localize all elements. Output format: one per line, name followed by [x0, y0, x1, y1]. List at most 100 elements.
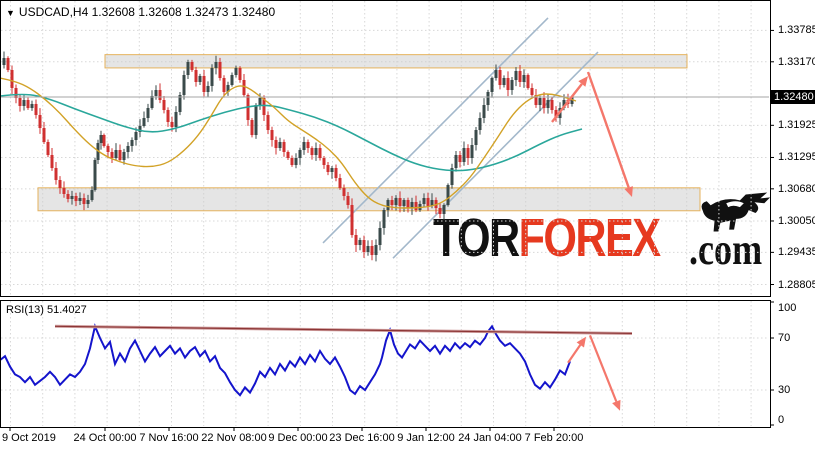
candle-body	[510, 80, 514, 91]
candle-body	[130, 140, 134, 146]
price-tick-label: 1.29435	[778, 246, 815, 259]
candle-body	[414, 202, 418, 211]
candle-body	[146, 108, 150, 119]
date-tick-label: 7 Feb 20:00	[524, 432, 584, 444]
symbol-ohlc-text: USDCAD,H4 1.32608 1.32608 1.32473 1.3248…	[18, 5, 276, 19]
candle-body	[62, 188, 66, 194]
candle-body	[406, 200, 410, 209]
candle-body	[10, 70, 14, 89]
date-tick-label: 9 Oct 2019	[2, 432, 56, 444]
candle-body	[362, 240, 366, 252]
candle-body	[74, 195, 78, 201]
candle-body	[250, 120, 254, 136]
candle-body	[430, 200, 434, 206]
resistance-zone	[104, 54, 688, 69]
candle-body	[494, 70, 498, 79]
candle-body	[554, 110, 558, 119]
candle-body	[442, 205, 446, 214]
candle-body	[242, 80, 246, 96]
candle-body	[106, 145, 110, 152]
candle-body	[110, 152, 114, 159]
rsi-tick-label: 70	[778, 332, 791, 344]
forecast-arrows	[551, 71, 633, 197]
candle-body	[254, 105, 258, 136]
candle-body	[562, 100, 566, 109]
candle-body	[570, 97, 574, 104]
candlestick-series	[2, 51, 574, 262]
candle-body	[262, 98, 266, 116]
channel-upper-line	[322, 17, 549, 244]
candle-body	[462, 148, 466, 162]
candle-body	[134, 132, 138, 141]
candle-body	[270, 130, 274, 141]
candle-body	[318, 148, 322, 159]
watermark-dotcom: .com	[689, 225, 763, 274]
candle-body	[46, 142, 50, 156]
candle-body	[138, 125, 142, 132]
candle-body	[322, 158, 326, 166]
candle-body	[2, 58, 6, 66]
candle-body	[410, 202, 414, 209]
candle-body	[354, 235, 358, 246]
candle-body	[518, 70, 522, 82]
candle-body	[99, 135, 103, 144]
candle-body	[542, 98, 546, 109]
candle-body	[142, 118, 146, 126]
candle-body	[66, 193, 70, 199]
candle-body	[170, 122, 174, 127]
current-price-tag: 1.32480	[771, 90, 815, 104]
candle-body	[82, 198, 86, 204]
candle-body	[402, 200, 406, 206]
candle-body	[70, 195, 74, 199]
price-zones	[37, 54, 701, 212]
candle-body	[522, 75, 526, 82]
date-tick-label: 24 Jan 04:00	[458, 432, 522, 444]
candle-body	[306, 142, 310, 149]
candle-body	[334, 168, 338, 179]
date-tick-label: 9 Dec 00:00	[268, 432, 328, 444]
candle-body	[298, 150, 302, 159]
candle-body	[422, 198, 426, 204]
trend-channel	[322, 17, 599, 259]
candle-body	[174, 112, 178, 127]
candle-body	[210, 68, 214, 86]
candle-body	[386, 200, 390, 211]
date-tick-label: 22 Nov 08:00	[201, 432, 267, 444]
candle-body	[390, 200, 394, 206]
price-tick-label: 1.30680	[778, 182, 815, 195]
forecast-arrow-down-head	[624, 186, 633, 197]
candle-body	[190, 62, 194, 71]
candle-body	[530, 88, 534, 96]
candle-body	[234, 68, 238, 76]
candle-body	[42, 128, 46, 142]
candle-body	[186, 62, 190, 76]
collapse-chart-icon[interactable]: ▼	[6, 8, 15, 18]
candle-body	[330, 168, 334, 172]
candle-body	[54, 168, 58, 181]
rsi-arrow-up	[567, 344, 582, 364]
candle-body	[166, 110, 170, 122]
candle-body	[474, 130, 478, 146]
candle-body	[470, 145, 474, 159]
ma-fast-orange-line	[0, 77, 577, 209]
candle-body	[490, 78, 494, 92]
candle-body	[258, 98, 262, 106]
candle-body	[102, 135, 106, 146]
candle-body	[38, 115, 42, 129]
channel-lower-line	[392, 51, 599, 259]
candle-body	[310, 148, 314, 156]
rsi-panel-frame	[0, 300, 771, 428]
candle-body	[222, 78, 226, 92]
candle-body	[90, 190, 94, 201]
candle-body	[218, 62, 222, 79]
price-tick-label: 1.31295	[778, 151, 815, 164]
candle-body	[466, 148, 470, 159]
price-tick-label: 1.33785	[778, 24, 815, 37]
date-tick-label: 23 Dec 16:00	[329, 432, 395, 444]
candle-body	[34, 103, 38, 116]
candle-body	[14, 88, 18, 99]
candle-body	[326, 165, 330, 172]
rsi-trendline	[54, 325, 633, 335]
candle-body	[366, 245, 370, 252]
